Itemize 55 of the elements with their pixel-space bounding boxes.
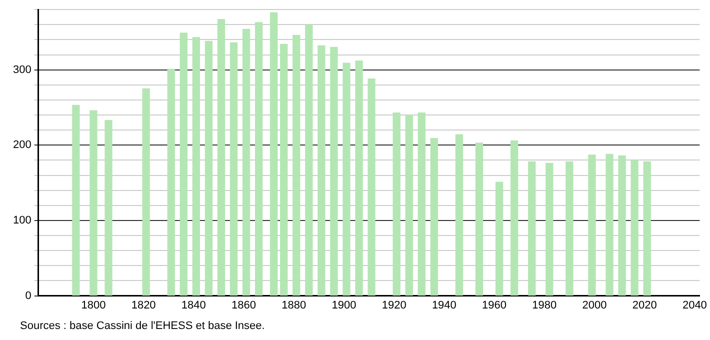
bar — [606, 154, 614, 296]
y-tick-label: 100 — [12, 214, 32, 227]
bar — [242, 28, 250, 296]
x-tick-label: 2020 — [632, 299, 657, 312]
bar — [142, 88, 150, 296]
bar — [495, 182, 504, 296]
bar — [280, 44, 288, 296]
y-tick-label: 0 — [25, 290, 32, 302]
bar — [318, 45, 326, 296]
bar — [566, 161, 574, 296]
bar — [270, 12, 278, 296]
bar — [292, 34, 300, 296]
bar — [72, 104, 80, 296]
bar — [180, 32, 188, 296]
source-note: Sources : base Cassini de l'EHESS et base Insee. — [20, 320, 265, 332]
bar — [430, 138, 438, 296]
x-tick-label: 1800 — [81, 299, 106, 312]
x-tick-label: 1880 — [282, 299, 306, 312]
bar — [355, 60, 363, 296]
bar — [204, 40, 213, 296]
bar — [418, 112, 426, 296]
bar — [217, 19, 226, 296]
y-tick-label: 300 — [12, 64, 32, 76]
x-tick-label: 1980 — [532, 299, 557, 312]
x-tick-label: 1960 — [482, 299, 507, 312]
bar — [588, 154, 596, 296]
bar — [104, 120, 112, 296]
bar — [475, 142, 484, 296]
bar — [368, 78, 376, 296]
x-tick-label: 2000 — [582, 299, 607, 312]
bar — [167, 68, 175, 296]
bar — [342, 62, 350, 296]
bar — [330, 46, 338, 296]
bar — [528, 161, 536, 296]
x-tick-label: 1860 — [232, 299, 256, 312]
bar — [90, 110, 98, 296]
bar — [546, 162, 554, 296]
x-tick-label: 1900 — [332, 299, 356, 312]
bar — [510, 140, 518, 296]
x-tick-label: 1840 — [181, 299, 206, 312]
bar — [392, 112, 400, 296]
bar — [630, 160, 638, 296]
bar — [192, 37, 200, 296]
bar — [254, 22, 263, 296]
bar — [305, 24, 313, 296]
bar — [643, 161, 651, 296]
x-tick-label: 2040 — [682, 299, 707, 312]
x-tick-label: 1820 — [131, 299, 156, 312]
bar — [618, 155, 626, 296]
bar — [230, 42, 238, 296]
bar — [455, 134, 464, 296]
y-tick-label: 200 — [12, 139, 32, 152]
bar — [405, 114, 413, 296]
x-tick-label: 1920 — [382, 299, 406, 312]
x-tick-label: 1940 — [432, 299, 456, 312]
